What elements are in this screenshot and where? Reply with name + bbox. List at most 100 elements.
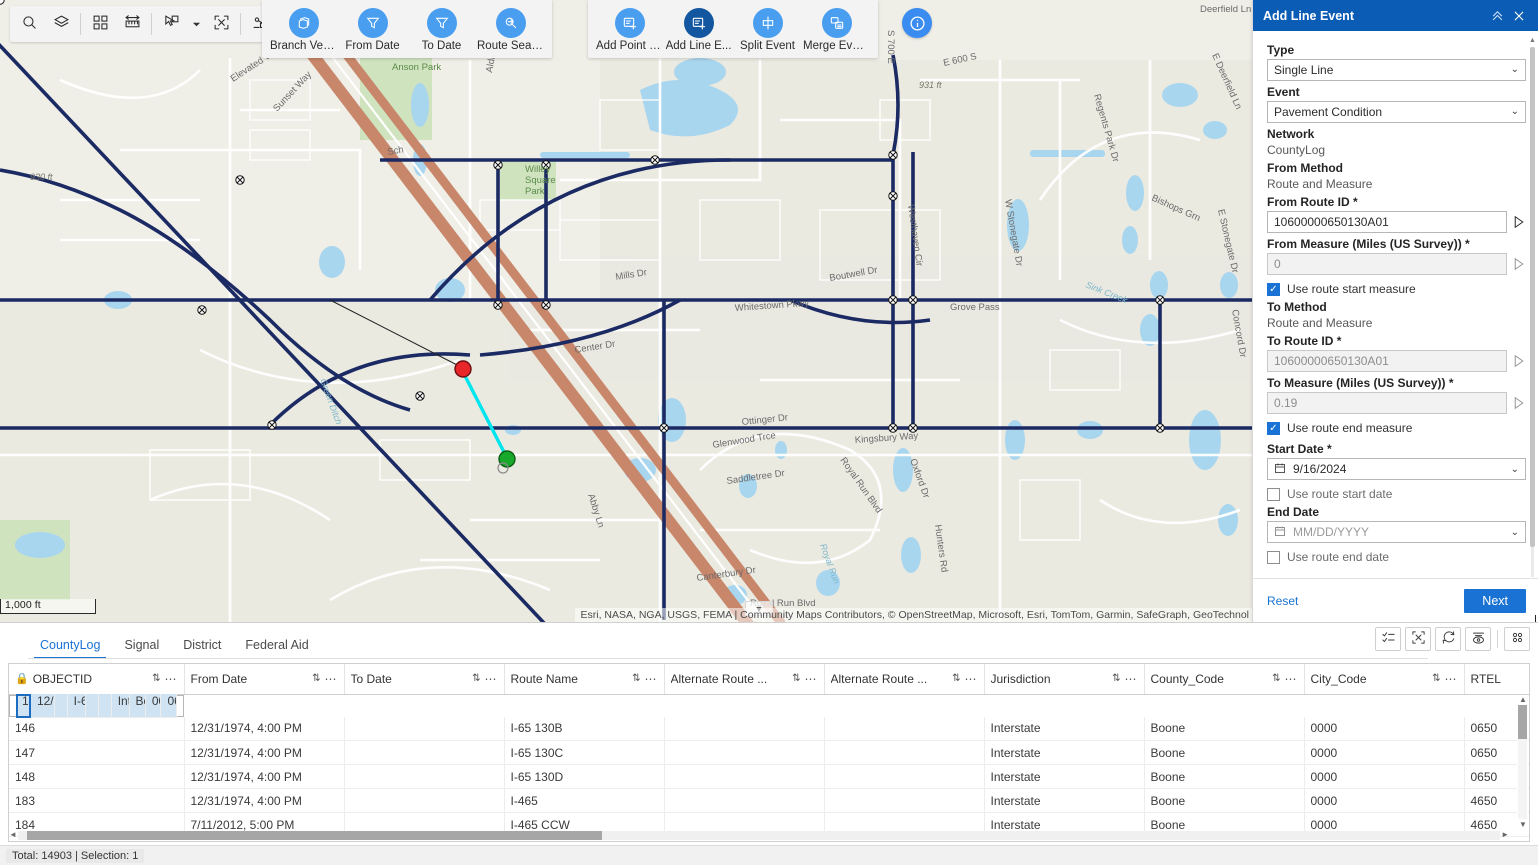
table-cell[interactable] xyxy=(344,788,505,813)
table-cell[interactable] xyxy=(664,716,825,741)
table-cell[interactable] xyxy=(54,693,68,718)
table-cell[interactable] xyxy=(824,788,985,813)
sort-icon[interactable]: ⇅ xyxy=(632,673,641,685)
from-measure-input[interactable]: 0 xyxy=(1267,253,1507,275)
table-cell[interactable]: I-65 130C xyxy=(504,740,665,765)
from-date-ribbon-button[interactable]: From Date xyxy=(339,6,406,54)
table-cell[interactable] xyxy=(344,740,505,765)
sort-icon[interactable]: ⇅ xyxy=(472,673,481,685)
table-cell[interactable]: 0650 xyxy=(161,693,178,718)
use-route-start-measure-checkbox[interactable] xyxy=(1267,282,1280,296)
table-cell[interactable] xyxy=(824,716,985,741)
info-icon[interactable] xyxy=(902,8,932,38)
map-view[interactable]: .road { font-family: "Liberation Sans", … xyxy=(0,0,1252,622)
tab-signal[interactable]: Signal xyxy=(124,638,160,652)
use-route-end-date-row[interactable]: Use route end date xyxy=(1267,550,1526,564)
to-date-ribbon-button[interactable]: To Date xyxy=(408,6,475,54)
column-menu-icon[interactable]: ⋯ xyxy=(804,671,818,686)
table-cell[interactable]: Interstate xyxy=(984,716,1145,741)
column-menu-icon[interactable]: ⋯ xyxy=(484,671,498,686)
use-route-end-measure-row[interactable]: Use route end measure xyxy=(1267,421,1526,435)
type-select[interactable]: Single Line ⌄ xyxy=(1267,59,1526,81)
table-cell[interactable]: I-465 xyxy=(504,788,665,813)
table-cell[interactable]: 145 xyxy=(16,693,31,718)
end-date-input[interactable]: MM/DD/YYYY ⌄ xyxy=(1267,521,1526,543)
column-header-alternate-route[interactable]: Alternate Route ... ⇅ ⋯ xyxy=(824,664,985,695)
table-row[interactable]: 147 12/31/1974, 4:00 PM I-65 130C Interstat… xyxy=(9,740,1529,765)
table-cell[interactable]: Boone xyxy=(129,693,146,718)
use-route-start-measure-row[interactable]: Use route start measure xyxy=(1267,282,1526,296)
table-cell[interactable]: 146 xyxy=(9,716,185,741)
table-toolbar[interactable] xyxy=(1375,627,1530,651)
column-menu-icon[interactable]: ⋯ xyxy=(1444,671,1458,686)
merge-events-ribbon-button[interactable]: Merge Events xyxy=(803,6,870,54)
table-cell[interactable]: Boone xyxy=(1144,788,1305,813)
table-row[interactable]: 14512/31/1974, 4:00 PM I-65 130A Interstat… xyxy=(9,693,184,718)
table-cell[interactable]: 0000 xyxy=(1304,764,1465,789)
table-cell[interactable]: 12/31/1974, 4:00 PM xyxy=(184,764,345,789)
chevrons-up-icon[interactable] xyxy=(1486,5,1508,27)
table-cell[interactable]: Interstate xyxy=(111,693,130,718)
column-header-rtel[interactable]: RTEL xyxy=(1464,664,1529,695)
table-cell[interactable]: Interstate xyxy=(984,788,1145,813)
reset-button[interactable]: Reset xyxy=(1267,593,1299,608)
table-cell[interactable] xyxy=(344,716,505,741)
table-cell[interactable]: 0000 xyxy=(1304,788,1465,813)
to-route-id-input[interactable]: 10600000650130A01 xyxy=(1267,350,1507,372)
layers-button[interactable] xyxy=(46,9,76,39)
show-selected-button[interactable] xyxy=(1465,627,1491,651)
close-icon[interactable] xyxy=(1508,5,1530,27)
use-route-end-date-checkbox[interactable] xyxy=(1267,550,1280,564)
sort-icon[interactable]: ⇅ xyxy=(1112,673,1121,685)
table-cell[interactable]: 0000 xyxy=(1304,740,1465,765)
map-tools-toolbar[interactable] xyxy=(10,6,279,42)
column-header-city-code[interactable]: City_Code ⇅ ⋯ xyxy=(1304,664,1465,695)
column-header-objectid[interactable]: 🔒 OBJECTID ⇅ ⋯ xyxy=(9,664,185,695)
use-route-start-date-row[interactable]: Use route start date xyxy=(1267,487,1526,501)
add-point-e-ribbon-button[interactable]: Add Point E... xyxy=(596,6,663,54)
column-menu-icon[interactable]: ⋯ xyxy=(644,671,658,686)
sort-icon[interactable]: ⇅ xyxy=(1432,673,1441,685)
table-cell[interactable]: Boone xyxy=(1144,740,1305,765)
table-cell[interactable]: Boone xyxy=(1144,764,1305,789)
table-row[interactable]: 183 12/31/1974, 4:00 PM I-465 Interstate Boo… xyxy=(9,788,1529,813)
route-search-ribbon-button[interactable]: Route Search xyxy=(477,6,544,54)
table-horizontal-scrollbar[interactable]: ◄ ► xyxy=(9,830,1509,840)
column-header-from-date[interactable]: From Date ⇅ ⋯ xyxy=(184,664,345,695)
table-cell[interactable] xyxy=(664,764,825,789)
table-cell[interactable]: I-65 130B xyxy=(504,716,665,741)
split-event-ribbon-button[interactable]: Split Event xyxy=(734,6,801,54)
tab-district[interactable]: District xyxy=(183,638,222,652)
select-all-button[interactable] xyxy=(1375,627,1401,651)
branch-vers-ribbon-button[interactable]: Branch Vers... xyxy=(270,6,337,54)
table-cell[interactable] xyxy=(824,740,985,765)
start-date-input[interactable]: 9/16/2024 ⌄ xyxy=(1267,458,1526,480)
table-cell[interactable]: I-65 130A xyxy=(67,693,86,718)
table-row[interactable]: 146 12/31/1974, 4:00 PM I-65 130B Interstat… xyxy=(9,716,1529,741)
sort-icon[interactable]: ⇅ xyxy=(312,673,321,685)
resize-grip[interactable] xyxy=(1528,612,1537,624)
table-body[interactable]: 145 12/31/1974, 4:00 PM I-65 130A Interstat… xyxy=(9,693,1529,837)
column-menu-icon[interactable]: ⋯ xyxy=(324,671,338,686)
table-tabs[interactable]: CountyLog Signal District Federal Aid xyxy=(0,623,1538,659)
pick-from-measure-icon[interactable] xyxy=(1512,256,1526,272)
column-header-route-name[interactable]: Route Name ⇅ ⋯ xyxy=(504,664,665,695)
table-vertical-scrollbar[interactable]: ▲ ▼ xyxy=(1517,695,1528,829)
next-button[interactable]: Next xyxy=(1464,588,1526,613)
clear-selection-button[interactable] xyxy=(206,9,236,39)
table-cell[interactable]: 12/31/1974, 4:00 PM xyxy=(184,716,345,741)
column-menu-icon[interactable]: ⋯ xyxy=(1124,671,1138,686)
column-header-county-code[interactable]: County_Code ⇅ ⋯ xyxy=(1144,664,1305,695)
table-cell[interactable] xyxy=(664,740,825,765)
table-cell[interactable]: Interstate xyxy=(984,740,1145,765)
to-measure-input[interactable]: 0.19 xyxy=(1267,392,1507,414)
table-cell[interactable]: 147 xyxy=(9,740,185,765)
use-route-end-measure-checkbox[interactable] xyxy=(1267,421,1280,435)
clear-selection-button[interactable] xyxy=(1405,627,1431,651)
event-editing-ribbon[interactable]: Add Point E... Add Line E... Split Event Me… xyxy=(588,0,878,58)
table-cell[interactable]: 0000 xyxy=(145,693,162,718)
attribute-table-button[interactable] xyxy=(85,9,115,39)
sort-icon[interactable]: ⇅ xyxy=(1272,673,1281,685)
table-cell[interactable]: I-65 130D xyxy=(504,764,665,789)
table-cell[interactable] xyxy=(344,764,505,789)
